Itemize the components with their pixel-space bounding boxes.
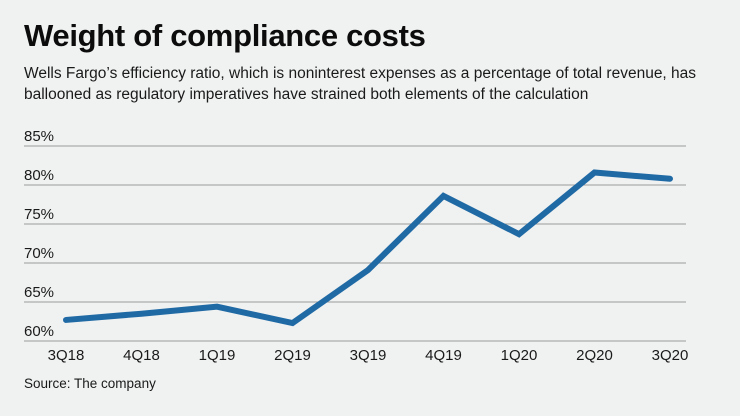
chart-title: Weight of compliance costs — [24, 18, 426, 53]
y-tick-label: 75% — [24, 206, 54, 223]
x-tick-label: 4Q19 — [425, 347, 462, 364]
x-tick-label: 3Q19 — [350, 347, 387, 364]
x-tick-label: 1Q20 — [501, 347, 538, 364]
x-tick-label: 2Q20 — [576, 347, 613, 364]
x-tick-label: 3Q18 — [48, 347, 85, 364]
x-tick-label: 4Q18 — [123, 347, 160, 364]
x-tick-label: 3Q20 — [652, 347, 689, 364]
x-axis-ticks: 3Q18 4Q18 1Q19 2Q19 3Q19 4Q19 1Q20 2Q20 3Q20 — [48, 347, 689, 364]
y-tick-label: 85% — [24, 128, 54, 145]
y-axis-ticks: 60% 65% 70% 75% 80% 85% — [24, 128, 54, 340]
chart-subtitle: Wells Fargo’s efficiency ratio, which is… — [24, 65, 697, 103]
source-note: Source: The company — [24, 376, 156, 391]
x-tick-label: 1Q19 — [199, 347, 236, 364]
series-line-efficiency-ratio — [63, 169, 673, 327]
y-tick-label: 60% — [24, 323, 54, 340]
x-tick-label: 2Q19 — [274, 347, 311, 364]
series-layer — [63, 169, 673, 327]
y-tick-label: 80% — [24, 167, 54, 184]
y-tick-label: 70% — [24, 245, 54, 262]
y-tick-label: 65% — [24, 284, 54, 301]
